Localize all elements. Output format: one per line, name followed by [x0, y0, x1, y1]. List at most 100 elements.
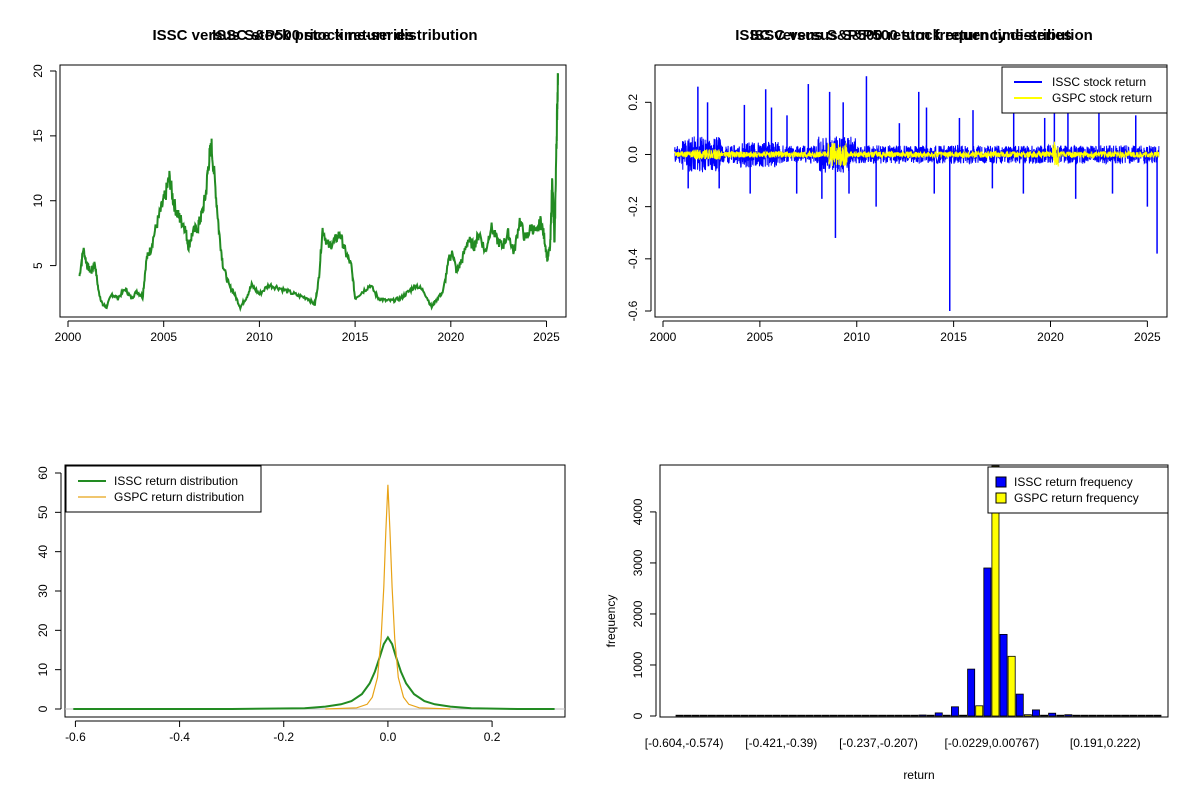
- chart4-issc-bar: [999, 634, 1008, 717]
- chart4-gspc-bar: [764, 714, 773, 717]
- chart4-legend-box: [987, 466, 1169, 514]
- chart4-issc-bar: [789, 714, 797, 717]
- y-tick-label: 0.2: [626, 94, 640, 111]
- chart4-issc-bar: [1113, 714, 1121, 717]
- chart1-price-line: [78, 73, 559, 313]
- y-tick-label: 0: [36, 705, 50, 712]
- chart4-issc-bar: [951, 706, 959, 717]
- chart4-issc-bar: [708, 714, 716, 717]
- y-tick-label: 50: [36, 505, 50, 519]
- chart4-issc-bar: [967, 668, 976, 717]
- y-tick-label: 10: [31, 194, 45, 208]
- chart4-issc-bar: [1096, 714, 1105, 717]
- y-tick-label: 10: [36, 663, 50, 677]
- chart4-gspc-bar: [975, 705, 984, 717]
- chart4-gspc-bar: [699, 714, 708, 717]
- x-tick-label: 2010: [843, 330, 870, 344]
- chart4-y-axis-label: frequency: [604, 595, 618, 648]
- chart4-issc-bar: [1015, 693, 1024, 717]
- chart2-title: ISSC versus S&P500 stock return time-ser…: [750, 27, 1072, 44]
- chart4-y-axis: 0 1000 2000 3000 4000: [631, 498, 657, 719]
- chart4-gspc-bar: [1007, 655, 1016, 717]
- chart3-x-axis: -0.6 -0.4 -0.2 0.0 0.2: [65, 720, 501, 744]
- chart4-gspc-bar: [1040, 714, 1048, 717]
- chart3-title: ISSC versus S&P500 stock return distribu…: [152, 27, 477, 44]
- chart4-issc-bar: [918, 714, 927, 717]
- chart4-gspc-bar: [683, 714, 692, 717]
- chart4-issc-bar: [691, 714, 700, 717]
- x-tick-label: 2020: [437, 330, 464, 344]
- chart4-gspc-bar: [1137, 714, 1146, 717]
- chart4-gspc-bar: [926, 714, 935, 717]
- chart4-gspc-bar: [894, 714, 903, 717]
- chart4-issc-bar: [1080, 714, 1089, 717]
- chart4-issc-bar: [837, 714, 846, 717]
- chart3-legend: ISSC return distribution GSPC return dist…: [65, 465, 262, 513]
- x-tick-label: [-0.0229,0.00767): [945, 736, 1040, 750]
- chart4-issc-bar: [934, 712, 943, 717]
- chart4-issc-bar: [1032, 709, 1040, 717]
- x-tick-label: -0.6: [65, 730, 86, 744]
- chart2-legend-gspc-label: GSPC stock return: [1052, 91, 1152, 105]
- x-tick-label: [-0.604,-0.574): [645, 736, 724, 750]
- chart4-gspc-bar: [1088, 714, 1097, 717]
- y-tick-label: -0.2: [626, 196, 640, 217]
- chart1-title: ISSC stock price time-series: [212, 27, 414, 44]
- chart3-issc-density-line: [73, 635, 555, 710]
- chart4-issc-bar: [853, 714, 862, 717]
- chart1-y-axis: 5 10 15 20: [31, 64, 57, 269]
- chart4-gspc-bar: [991, 465, 1000, 717]
- x-tick-label: 2005: [747, 330, 774, 344]
- chart4-x-axis-label: return: [903, 768, 934, 782]
- chart4-gspc-bar: [1023, 714, 1032, 717]
- chart3-y-axis: 0 10 20 30 40 50 60: [36, 466, 62, 712]
- chart4-gspc-bar: [813, 714, 822, 717]
- chart4-gspc-bar: [780, 714, 789, 717]
- chart4-issc-bar: [902, 714, 911, 717]
- chart2-gspc-return-line: [674, 141, 1160, 167]
- y-tick-label: 20: [36, 623, 50, 637]
- chart4-x-axis: [-0.604,-0.574) [-0.421,-0.39) [-0.237,-0.…: [645, 736, 1141, 750]
- x-tick-label: -0.2: [273, 730, 294, 744]
- chart4-gspc-bar: [878, 714, 886, 717]
- x-tick-label: [-0.421,-0.39): [745, 736, 817, 750]
- chart3-legend-box: [65, 465, 262, 513]
- chart2-legend-issc-label: ISSC stock return: [1052, 75, 1146, 89]
- x-tick-label: 0.2: [484, 730, 501, 744]
- chart4-issc-bar: [724, 714, 733, 717]
- y-tick-label: 0.0: [626, 146, 640, 163]
- x-tick-label: 0.0: [380, 730, 397, 744]
- chart4-title: ISSC versus S&P500 return frequency dist…: [735, 27, 1093, 44]
- chart4-issc-bar: [1064, 714, 1073, 717]
- chart1-x-axis: 2000 2005 2010 2015 2020 2025: [55, 320, 560, 344]
- x-tick-label: -0.4: [169, 730, 190, 744]
- chart4-issc-bar: [983, 567, 992, 717]
- chart3-legend-label: GSPC return distribution: [114, 490, 244, 504]
- chart2-issc-return-line: [674, 136, 1160, 173]
- chart4-gspc-bar: [716, 714, 724, 717]
- y-tick-label: 4000: [631, 498, 645, 525]
- y-tick-label: 3000: [631, 549, 645, 576]
- chart4-gspc-bar: [1153, 714, 1162, 717]
- chart4-legend-swatch: [995, 492, 1007, 504]
- chart4-issc-bar: [740, 714, 749, 717]
- chart4-issc-bar: [756, 714, 765, 717]
- chart4-issc-bar: [1048, 712, 1057, 717]
- x-tick-label: 2025: [533, 330, 560, 344]
- chart2-x-axis: 2000 2005 2010 2015 2020 2025: [650, 320, 1161, 344]
- chart4-legend-swatch: [995, 476, 1007, 488]
- chart4-gspc-bar: [959, 714, 967, 717]
- chart4-frame: [659, 464, 1169, 718]
- chart4-issc-bar: [675, 714, 684, 717]
- chart3-frame: [64, 464, 566, 718]
- chart4-gspc-bar: [1121, 714, 1129, 717]
- x-tick-label: [0.191,0.222): [1070, 736, 1141, 750]
- x-tick-label: 2010: [246, 330, 273, 344]
- chart4-gspc-bar: [942, 714, 951, 717]
- x-tick-label: 2005: [150, 330, 177, 344]
- y-tick-label: -0.4: [626, 248, 640, 269]
- chart4-issc-bar: [821, 714, 830, 717]
- chart4-gspc-bar: [861, 714, 870, 717]
